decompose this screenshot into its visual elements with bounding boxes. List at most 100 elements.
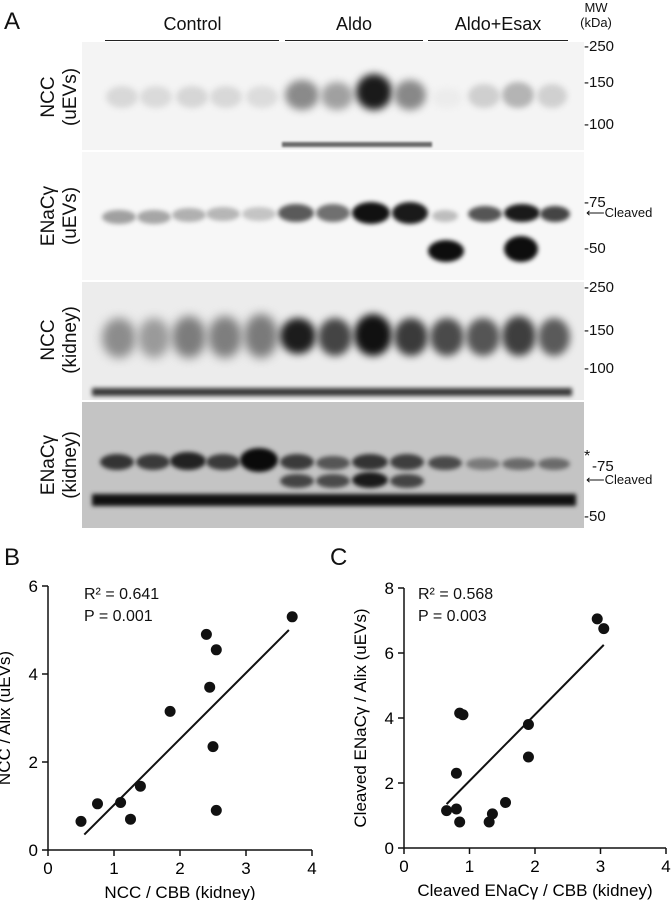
- x-tick-label: 3: [241, 859, 250, 878]
- band: [394, 318, 428, 356]
- band: [538, 318, 570, 356]
- group-label-aldo: Aldo: [335, 14, 373, 34]
- cleaved-label: Cleaved: [604, 205, 653, 220]
- data-point: [522, 719, 534, 730]
- data-point: [92, 798, 103, 810]
- x-axis-label: Cleaved ENaCγ / CBB (kidney): [417, 881, 652, 900]
- band: [140, 86, 172, 108]
- band: [206, 207, 240, 221]
- row-label-enac-uevs: ENaCγ (uEVs): [38, 151, 82, 281]
- row-label-enac-kidney-line1: ENaCγ: [38, 434, 59, 496]
- band: [316, 204, 350, 222]
- row-label-ncc-kidney: NCC (kidney): [38, 275, 82, 405]
- band: [537, 84, 567, 108]
- group-underline-aldo: [285, 40, 423, 41]
- blot-ncc-kidney: [82, 282, 584, 400]
- band: [394, 80, 426, 110]
- panel-b-stats: R² = 0.641 P = 0.001: [84, 584, 159, 628]
- cleaved-arrow-uevs: ⟵Cleaved: [586, 205, 652, 221]
- mw-marker: -75: [592, 458, 614, 475]
- lower-band-row: [92, 388, 572, 396]
- band: [242, 207, 276, 221]
- panel-b-p: P = 0.001: [84, 608, 153, 625]
- panel-c-stats: R² = 0.568 P = 0.003: [418, 584, 493, 628]
- mw-marker: -150: [584, 322, 615, 339]
- data-point: [598, 623, 610, 635]
- band: [432, 88, 462, 108]
- y-axis-label: Cleaved ENaCγ / Alix (uEVs): [351, 608, 370, 827]
- band: [206, 454, 240, 470]
- band: [321, 82, 353, 110]
- mw-marker: -100: [584, 116, 615, 133]
- data-point: [457, 709, 469, 721]
- band: [502, 82, 534, 108]
- group-underline-control: [105, 40, 279, 41]
- data-point: [200, 628, 212, 640]
- scatter-chart-c: 0 1 2 3 4 0 2 4 6 8 Cleaved ENaCγ / CBB (kidney) Cl…: [351, 579, 671, 900]
- row-label-enac-kidney-line2: (kidney): [60, 431, 81, 499]
- band: [246, 86, 278, 108]
- data-point: [115, 796, 127, 808]
- band: [432, 210, 458, 222]
- cleaved-arrow-kidney: ⟵Cleaved: [586, 472, 652, 488]
- group-underline-aldo-esax: [428, 40, 568, 41]
- panel-b-r2: R² = 0.641: [84, 586, 160, 603]
- blot-bottom-edge: [282, 142, 432, 147]
- band: [172, 316, 206, 358]
- band: [466, 458, 500, 470]
- y-tick-label: 6: [29, 577, 38, 596]
- x-tick-label: 1: [465, 857, 474, 876]
- y-axis-label: NCC / Alix (uEVs): [0, 651, 14, 785]
- row-label-enac-uevs-line2: (uEVs): [60, 186, 81, 246]
- mw-marker: -100: [584, 360, 615, 377]
- y-tick-label: 6: [385, 644, 394, 663]
- cleaved-label: Cleaved: [604, 472, 653, 487]
- group-label-control: Control: [163, 14, 222, 34]
- row-label-ncc-uevs-line2: (uEVs): [60, 67, 81, 127]
- band: [172, 208, 206, 222]
- y-tick-label: 4: [29, 665, 38, 684]
- band: [316, 474, 350, 488]
- band: [100, 454, 134, 470]
- band: [240, 448, 278, 472]
- lower-band-row: [92, 494, 576, 506]
- x-tick-label: 2: [530, 857, 539, 876]
- y-tick-label: 2: [385, 774, 394, 793]
- panel-c-letter: C: [330, 544, 348, 571]
- band: [392, 202, 428, 224]
- y-tick-label: 0: [385, 839, 394, 858]
- band: [352, 454, 388, 470]
- data-point: [210, 804, 222, 816]
- mw-marker: -50: [584, 240, 606, 257]
- x-tick-label: 1: [109, 859, 118, 878]
- mw-marker: -75: [584, 194, 606, 211]
- band: [356, 74, 392, 110]
- band: [137, 210, 171, 224]
- data-point: [75, 815, 87, 827]
- band: [280, 474, 314, 488]
- band: [468, 206, 502, 222]
- regression-line: [83, 629, 290, 836]
- band: [502, 458, 536, 470]
- x-tick-label: 4: [661, 857, 670, 876]
- data-point: [522, 751, 534, 763]
- band: [280, 318, 316, 354]
- mw-marker: -250: [584, 279, 615, 296]
- y-tick-label: 2: [29, 753, 38, 772]
- data-point: [450, 803, 462, 815]
- y-tick-label: 8: [385, 579, 394, 598]
- data-point: [134, 780, 146, 792]
- band: [210, 86, 242, 108]
- row-label-ncc-kidney-line1: NCC: [38, 319, 59, 361]
- band: [468, 84, 500, 108]
- scatter-chart-b: 0 1 2 3 4 0 2 4 6 NCC / CBB (kidney) NCC / Alix (u…: [0, 577, 317, 900]
- band: [176, 86, 208, 108]
- band: [138, 318, 170, 358]
- band: [136, 454, 170, 470]
- band: [466, 318, 500, 356]
- y-tick-label: 4: [385, 709, 394, 728]
- band: [244, 314, 278, 358]
- x-tick-label: 0: [399, 857, 408, 876]
- band: [208, 316, 242, 358]
- x-axis-label: NCC / CBB (kidney): [104, 883, 255, 900]
